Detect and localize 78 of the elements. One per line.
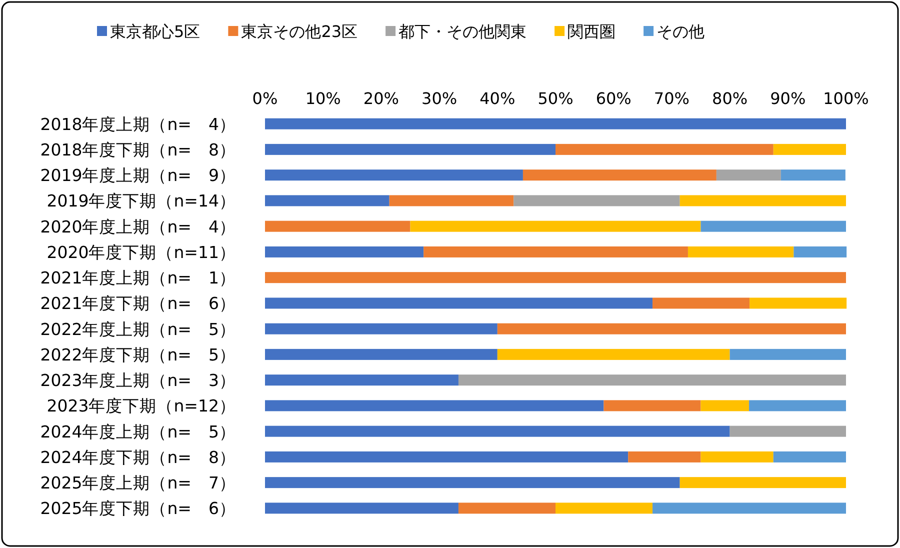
y-tick-label: 2022年度上期（n= 5） <box>40 320 236 339</box>
y-tick-label: 2024年度上期（n= 5） <box>40 422 236 442</box>
bar <box>389 195 514 206</box>
bar <box>265 272 846 284</box>
bar <box>556 144 774 155</box>
bar <box>497 348 730 360</box>
x-tick-label: 100% <box>823 89 869 108</box>
bar <box>265 400 604 412</box>
x-tick-label: 10% <box>305 89 341 108</box>
bar <box>680 195 846 206</box>
bar <box>265 374 458 386</box>
legend-label: 都下・その他関東 <box>398 22 527 41</box>
y-tick-label: 2024年度下期（n= 8） <box>40 448 236 467</box>
bar <box>700 451 774 462</box>
bar <box>265 298 653 309</box>
bar <box>265 502 458 514</box>
y-tick-label: 2023年度上期（n= 3） <box>40 371 236 390</box>
x-tick-label: 60% <box>596 89 632 108</box>
x-tick-label: 20% <box>363 89 399 108</box>
legend-label: 東京その他23区 <box>241 22 358 41</box>
bar <box>458 502 556 514</box>
y-tick-label: 2020年度上期（n= 4） <box>40 217 236 236</box>
y-tick-label: 2021年度下期（n= 6） <box>40 294 236 314</box>
x-tick-label: 0% <box>252 89 278 108</box>
bar <box>773 144 846 155</box>
x-tick-label: 40% <box>480 89 516 108</box>
bar <box>265 477 680 488</box>
y-tick-label: 2020年度下期（n=11） <box>46 242 236 262</box>
bar <box>265 144 556 155</box>
bar <box>556 502 653 514</box>
bar <box>628 451 701 462</box>
x-tick-label: 70% <box>654 89 690 108</box>
legend-label: その他 <box>656 22 705 41</box>
bar <box>265 451 628 462</box>
bar <box>265 220 410 232</box>
x-tick-label: 30% <box>422 89 458 108</box>
bar <box>265 118 846 130</box>
bar <box>716 170 781 181</box>
bar <box>497 323 846 334</box>
bar <box>458 374 846 386</box>
x-tick-label: 90% <box>770 89 806 108</box>
bar <box>265 348 498 360</box>
y-tick-label: 2022年度下期（n= 5） <box>40 345 236 364</box>
bar <box>604 400 701 412</box>
y-tick-label: 2019年度下期（n=14） <box>46 192 236 211</box>
bar <box>265 323 498 334</box>
legend-label: 関西圏 <box>568 22 616 41</box>
bar <box>410 220 701 232</box>
bar <box>773 451 846 462</box>
y-tick-label: 2025年度下期（n= 6） <box>40 499 236 518</box>
bar <box>780 170 846 181</box>
x-tick-label: 80% <box>712 89 748 108</box>
y-tick-label: 2018年度上期（n= 4） <box>40 114 236 134</box>
y-tick-label: 2019年度上期（n= 9） <box>40 166 236 186</box>
bar <box>730 426 846 437</box>
bar <box>730 348 846 360</box>
y-tick-label: 2023年度下期（n=12） <box>46 396 236 416</box>
bar <box>265 170 523 181</box>
bar <box>265 246 424 258</box>
bar <box>794 246 847 258</box>
bar <box>680 477 846 488</box>
bar <box>750 298 847 309</box>
y-tick-label: 2021年度上期（n= 1） <box>40 268 236 288</box>
bar <box>700 400 749 412</box>
y-tick-label: 2018年度下期（n= 8） <box>40 140 236 160</box>
bar <box>522 170 716 181</box>
bar <box>700 220 846 232</box>
bar <box>514 195 680 206</box>
bar <box>652 298 750 309</box>
bar <box>652 502 846 514</box>
bar <box>265 195 390 206</box>
legend-label: 東京都心5区 <box>110 22 200 41</box>
bar <box>748 400 846 412</box>
bar <box>265 426 730 437</box>
bar <box>424 246 688 258</box>
x-tick-label: 50% <box>538 89 574 108</box>
bar <box>688 246 794 258</box>
y-tick-label: 2025年度上期（n= 7） <box>40 474 236 493</box>
